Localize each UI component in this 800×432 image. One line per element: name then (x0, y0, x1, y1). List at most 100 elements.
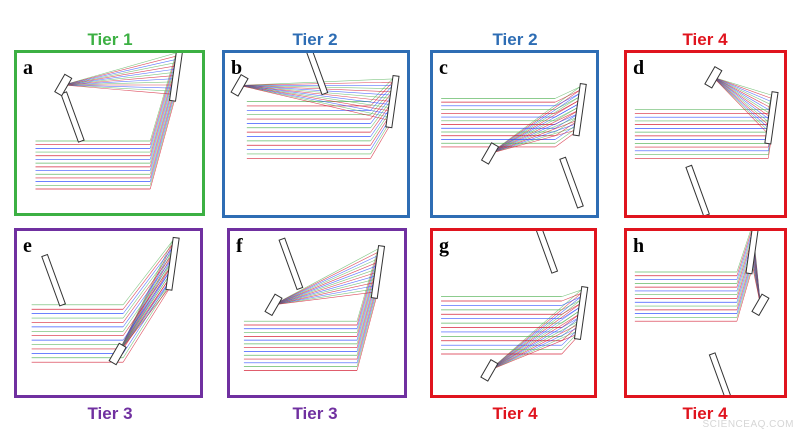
focused-ray (489, 86, 580, 154)
folded-ray (561, 302, 582, 315)
folded-ray (149, 56, 177, 145)
focused-ray (713, 77, 772, 106)
focused-ray (273, 278, 378, 306)
mirror (573, 286, 589, 340)
focused-ray (239, 85, 393, 122)
folded-ray (122, 253, 173, 323)
detector (230, 74, 249, 97)
folded-ray (149, 59, 177, 149)
focused-ray (239, 85, 393, 109)
focused-ray (63, 62, 177, 86)
focused-ray (713, 77, 772, 122)
focused-ray (273, 288, 378, 306)
focused-ray (489, 309, 582, 371)
mirror (165, 236, 180, 291)
folded-ray (356, 248, 379, 322)
folded-ray (122, 257, 173, 328)
folded-ray (736, 266, 753, 322)
detector (54, 73, 73, 97)
panel-letter: g (439, 235, 449, 257)
mirror (533, 231, 559, 274)
panel-d: d (624, 50, 787, 218)
focused-ray (273, 271, 378, 306)
focused-ray (489, 112, 580, 154)
focused-ray (489, 316, 582, 371)
ray-diagram (634, 65, 779, 215)
focused-ray (63, 53, 177, 86)
folded-ray (149, 88, 177, 182)
panel-a: a (14, 50, 205, 216)
focused-ray (489, 125, 580, 154)
focused-ray (273, 274, 378, 306)
focused-ray (273, 255, 379, 306)
detector (704, 65, 723, 89)
focused-ray (273, 258, 379, 306)
detector (264, 293, 283, 317)
panel-letter: a (23, 57, 33, 79)
tier-label-a: Tier 1 (87, 30, 133, 49)
focused-ray (273, 248, 379, 306)
focused-ray (63, 81, 177, 86)
folded-ray (122, 266, 173, 341)
focused-ray (489, 312, 582, 371)
folded-ray (122, 250, 173, 319)
focused-ray (273, 284, 378, 306)
focused-ray (489, 332, 582, 371)
folded-ray (736, 231, 751, 273)
focused-ray (713, 77, 772, 102)
mirror (303, 53, 329, 96)
folded-ray (122, 260, 173, 332)
focused-ray (63, 84, 177, 89)
folded-ray (561, 296, 582, 306)
folded-ray (122, 280, 173, 358)
focused-ray (489, 99, 580, 154)
watermark: SCIENCEAQ.COM (702, 419, 794, 430)
focused-ray (713, 77, 772, 96)
focused-ray (63, 55, 177, 86)
focused-ray (239, 81, 393, 86)
tier-label-h: Tier 4 (682, 404, 728, 423)
mirror (685, 164, 710, 215)
panel-letter: h (633, 235, 645, 257)
focused-ray (239, 85, 393, 119)
focused-ray (239, 85, 393, 93)
focused-ray (489, 299, 582, 371)
folded-ray (356, 258, 379, 333)
panel-h: h (624, 228, 787, 398)
focused-ray (489, 329, 582, 371)
mirror (41, 253, 67, 307)
focused-ray (489, 325, 582, 371)
ray-diagram (441, 231, 589, 382)
folded-ray (555, 96, 580, 110)
focused-ray (489, 296, 582, 371)
focused-ray (63, 78, 177, 86)
focused-ray (63, 68, 177, 86)
panel-c: c (430, 50, 599, 218)
focused-ray (63, 65, 177, 86)
focused-ray (713, 77, 772, 99)
focused-ray (117, 283, 173, 355)
ray-diagram (243, 237, 386, 371)
focused-ray (239, 85, 393, 102)
panel-f: f (227, 228, 407, 398)
folded-ray (561, 293, 582, 302)
focused-ray (239, 85, 393, 89)
folded-ray (149, 65, 177, 156)
focused-ray (117, 276, 173, 355)
focused-ray (489, 96, 580, 154)
focused-ray (239, 85, 393, 115)
focused-ray (273, 252, 379, 306)
mirror (60, 91, 85, 143)
folded-ray (356, 291, 379, 371)
focused-ray (273, 261, 379, 306)
panel-letter: f (236, 235, 243, 257)
folded-ray (122, 283, 173, 363)
detector (480, 359, 499, 382)
panel-letter: b (231, 57, 243, 79)
folded-ray (555, 89, 580, 103)
ray-diagram (31, 236, 180, 366)
mirror (764, 91, 779, 145)
mirror (385, 74, 400, 129)
focused-ray (273, 281, 378, 306)
folded-ray (370, 81, 393, 107)
